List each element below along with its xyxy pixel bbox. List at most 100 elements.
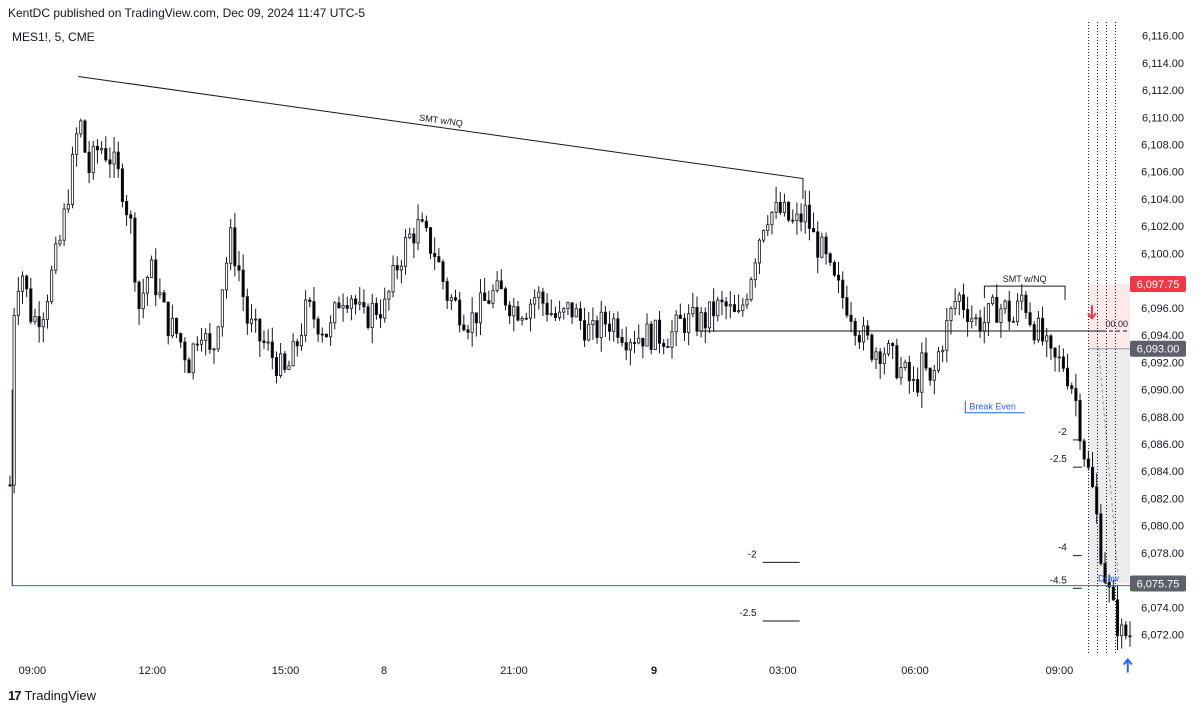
candle [224,262,229,291]
candle [932,370,936,381]
price-tick-label: 6,088.00 [1141,412,1184,424]
price-tick-label: 6,090.00 [1141,385,1184,397]
candle [595,320,599,338]
candle [270,341,274,358]
candle [304,299,308,336]
candle [712,301,716,317]
candle [312,301,316,320]
position-path-line [1098,347,1119,574]
publisher-line: KentDC published on TradingView.com, Dec… [8,6,366,20]
candle [653,319,657,350]
candle [1082,440,1086,460]
candle [320,333,324,336]
break-even-label: Break Even [969,402,1016,412]
price-tick-label: 6,092.00 [1141,357,1184,369]
candle [470,312,474,333]
candle [670,331,674,348]
price-tick-label: 6,112.00 [1142,85,1184,97]
candle [762,230,766,241]
time-tick-label: 8 [381,665,387,677]
candle [787,201,791,221]
candle [749,279,753,300]
candle [541,291,545,304]
candle [191,343,195,374]
candle [133,217,137,283]
candle [266,341,270,344]
fib-extension-label: -2.5 [1050,454,1068,465]
candle [770,211,774,226]
candle [820,236,824,258]
candle [158,292,162,296]
smt-divergence-line-small[interactable] [983,285,1066,301]
candle [154,259,158,296]
price-tick-label: 6,096.00 [1141,303,1184,315]
candle [12,314,16,486]
candle [145,277,149,294]
candle [778,201,782,213]
candle [262,340,266,344]
candle [703,312,707,329]
candle [745,298,749,306]
candle [1016,300,1020,323]
candle [79,120,83,135]
candle [187,359,191,374]
candle [832,262,836,276]
tradingview-logo-icon: 17 [8,688,22,703]
candle [462,324,466,331]
candle [1066,367,1070,387]
candle [116,151,120,170]
candle [245,296,249,324]
price-tick-label: 6,080.00 [1141,521,1184,533]
candle [458,299,462,326]
candle [403,237,408,267]
tradingview-logo[interactable]: 17 TradingView [8,688,96,703]
candle [1041,317,1045,342]
candle [699,312,703,332]
candle [1111,586,1115,601]
candle [487,300,491,304]
candle [1053,347,1057,358]
fib-extension-label: -2 [748,549,757,560]
price-marker-label: 6,093.00 [1137,344,1180,356]
candle [179,333,183,343]
candle [62,208,66,241]
candle [474,312,478,324]
candle [587,324,591,341]
candle [982,321,986,332]
smt-divergence-line[interactable] [78,75,804,199]
candle [1107,582,1111,588]
candle [258,318,262,342]
candle [374,302,378,315]
candle [903,361,907,368]
candle [445,281,449,301]
candle [970,318,974,323]
candle [345,305,349,309]
candle [383,298,387,319]
candle [1078,400,1082,442]
candle [533,297,537,305]
candle [29,288,33,323]
candle [58,239,62,245]
candle [724,301,728,307]
candle [137,281,141,310]
time-tick-label: 06:00 [901,665,929,677]
price-tick-label: 6,114.00 [1142,58,1184,70]
candle [483,292,487,302]
candle [853,320,857,336]
candle [45,301,50,320]
candle [162,292,166,303]
candle [166,301,170,337]
draw-label: Draw [1098,574,1120,584]
break-even-line[interactable] [964,400,1025,414]
time-tick-label: 09:00 [19,665,47,677]
candle [412,233,416,244]
candle [553,313,557,318]
candle [216,326,220,350]
price-tick-label: 6,110.00 [1142,112,1184,124]
candle [678,314,682,319]
candle [799,213,803,223]
candle [333,302,337,324]
candle [291,341,295,367]
candle [941,349,945,353]
